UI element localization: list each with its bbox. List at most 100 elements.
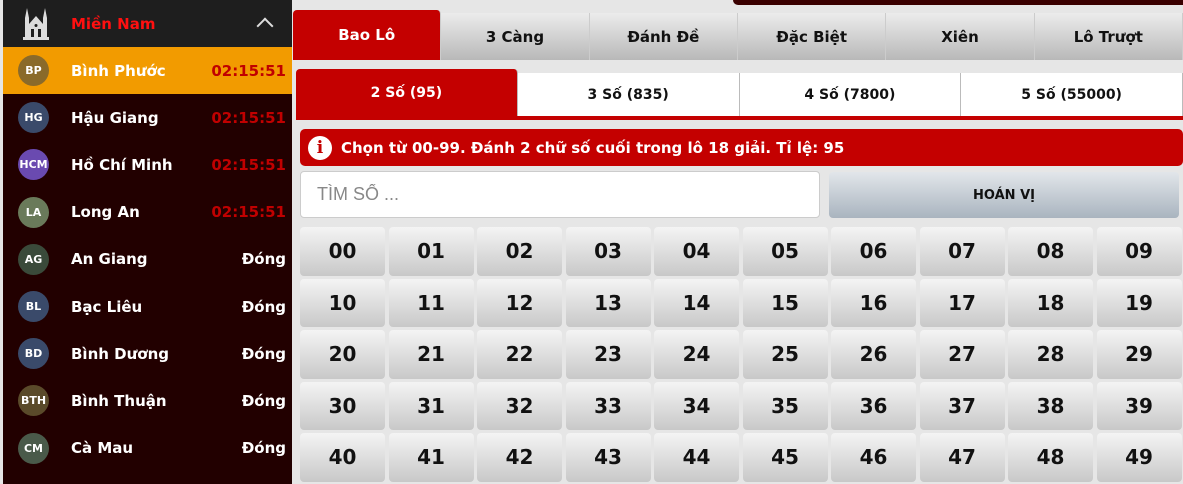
sidebar-item-province[interactable]: BL Bạc Liêu Đóng	[3, 283, 292, 330]
number-button[interactable]: 42	[477, 433, 562, 482]
number-button[interactable]: 36	[831, 381, 916, 430]
province-status: 02:15:51	[211, 108, 286, 127]
subtab-digits[interactable]: 5 Số (55000)	[961, 73, 1183, 116]
number-button[interactable]: 02	[477, 227, 562, 276]
sidebar-item-province[interactable]: BP Bình Phước 02:15:51	[3, 47, 292, 95]
number-button[interactable]: 21	[388, 330, 474, 379]
number-button[interactable]: 18	[1008, 278, 1093, 327]
region-header[interactable]: Miền Nam	[3, 0, 292, 47]
subtab-digits[interactable]: 2 Số (95)	[296, 69, 518, 116]
province-status: 02:15:51	[211, 61, 286, 80]
subtab-digits[interactable]: 4 Số (7800)	[739, 73, 962, 116]
province-avatar: BD	[18, 338, 49, 370]
region-title: Miền Nam	[71, 14, 156, 33]
number-button[interactable]: 13	[565, 278, 651, 327]
number-button[interactable]: 31	[388, 381, 474, 430]
province-name: An Giang	[71, 250, 148, 269]
sidebar-item-province[interactable]: CM Cà Mau Đóng	[3, 425, 292, 472]
number-button[interactable]: 09	[1096, 227, 1182, 276]
search-input[interactable]	[300, 171, 820, 218]
province-avatar: CM	[18, 432, 49, 464]
province-status: 02:15:51	[211, 203, 286, 222]
number-button[interactable]: 07	[919, 227, 1005, 276]
number-button[interactable]: 24	[654, 330, 739, 379]
top-strip	[733, 0, 1183, 5]
number-button[interactable]: 20	[300, 330, 385, 379]
number-button[interactable]: 26	[831, 330, 916, 379]
subtab-digits[interactable]: 3 Số (835)	[517, 73, 740, 116]
number-button[interactable]: 47	[919, 433, 1005, 482]
province-name: Cà Mau	[71, 439, 134, 458]
number-button[interactable]: 45	[742, 433, 828, 482]
number-button[interactable]: 46	[831, 433, 916, 482]
province-name: Long An	[71, 203, 140, 222]
tab-game[interactable]: Lô Trượt	[1034, 13, 1183, 60]
number-button[interactable]: 32	[477, 381, 562, 430]
number-button[interactable]: 16	[831, 278, 916, 327]
number-button[interactable]: 43	[565, 433, 651, 482]
number-button[interactable]: 14	[654, 278, 739, 327]
number-button[interactable]: 12	[477, 278, 562, 327]
number-button[interactable]: 06	[831, 227, 916, 276]
number-button[interactable]: 04	[654, 227, 739, 276]
number-button[interactable]: 39	[1096, 381, 1182, 430]
number-button[interactable]: 49	[1096, 433, 1182, 482]
tab-game[interactable]: Xiên	[886, 13, 1035, 60]
province-avatar: HCM	[18, 149, 49, 181]
number-button[interactable]: 37	[919, 381, 1005, 430]
number-button[interactable]: 03	[565, 227, 651, 276]
number-button[interactable]: 23	[565, 330, 651, 379]
sidebar-item-province[interactable]: HG Hậu Giang 02:15:51	[3, 94, 292, 141]
number-button[interactable]: 00	[300, 227, 385, 276]
province-avatar: BL	[18, 291, 49, 323]
game-tabs: Bao Lô 3 Càng Đánh Đề Đặc Biệt Xiên Lô Trượt	[293, 10, 1183, 60]
number-button[interactable]: 38	[1008, 381, 1093, 430]
number-button[interactable]: 17	[919, 278, 1005, 327]
church-icon	[23, 8, 49, 40]
sidebar-item-province[interactable]: LA Long An 02:15:51	[3, 189, 292, 236]
number-button[interactable]: 11	[388, 278, 474, 327]
number-button[interactable]: 29	[1096, 330, 1182, 379]
number-button[interactable]: 27	[919, 330, 1005, 379]
number-button[interactable]: 40	[300, 433, 385, 482]
province-name: Hồ Chí Minh	[71, 155, 173, 174]
tab-game[interactable]: Bao Lô	[293, 10, 442, 60]
number-button[interactable]: 25	[742, 330, 828, 379]
number-button[interactable]: 22	[477, 330, 562, 379]
sidebar-item-province[interactable]: AG An Giang Đóng	[3, 236, 292, 283]
number-button[interactable]: 05	[742, 227, 828, 276]
number-button[interactable]: 08	[1008, 227, 1093, 276]
info-banner: i Chọn từ 00-99. Đánh 2 chữ số cuối tron…	[300, 129, 1183, 166]
province-avatar: AG	[18, 243, 49, 275]
sidebar-item-province[interactable]: HCM Hồ Chí Minh 02:15:51	[3, 141, 292, 188]
province-name: Bạc Liêu	[71, 297, 143, 316]
info-icon: i	[308, 135, 332, 160]
sidebar-item-province[interactable]: BTH Bình Thuận Đóng	[3, 377, 292, 424]
province-name: Bình Thuận	[71, 391, 167, 410]
province-status: 02:15:51	[211, 155, 286, 174]
number-button[interactable]: 34	[654, 381, 739, 430]
number-button[interactable]: 28	[1008, 330, 1093, 379]
tab-game[interactable]: Đặc Biệt	[737, 13, 887, 60]
number-button[interactable]: 19	[1096, 278, 1182, 327]
province-name: Hậu Giang	[71, 108, 159, 127]
number-button[interactable]: 01	[388, 227, 474, 276]
number-button[interactable]: 35	[742, 381, 828, 430]
province-name: Bình Dương	[71, 344, 170, 363]
number-button[interactable]: 33	[565, 381, 651, 430]
number-grid: 00 01 02 03 04 05 06 07 08 09 10 11 12 13 14 15 16 17 18 19…	[300, 227, 1183, 482]
number-button[interactable]: 30	[300, 381, 385, 430]
number-button[interactable]: 44	[654, 433, 739, 482]
sub-tabs: 2 Số (95) 3 Số (835) 4 Số (7800) 5 Số (5500…	[296, 69, 1183, 120]
permute-button[interactable]: HOÁN VỊ	[829, 172, 1179, 218]
number-button[interactable]: 41	[388, 433, 474, 482]
sidebar-item-province[interactable]: BD Bình Dương Đóng	[3, 330, 292, 377]
chevron-up-icon[interactable]	[256, 17, 274, 35]
number-button[interactable]: 10	[300, 278, 385, 327]
info-text: Chọn từ 00-99. Đánh 2 chữ số cuối trong …	[341, 138, 845, 157]
number-button[interactable]: 15	[742, 278, 828, 327]
tab-game[interactable]: Đánh Đề	[589, 13, 738, 60]
tab-game[interactable]: 3 Càng	[441, 13, 590, 60]
province-status: Đóng	[241, 439, 286, 458]
number-button[interactable]: 48	[1008, 433, 1093, 482]
